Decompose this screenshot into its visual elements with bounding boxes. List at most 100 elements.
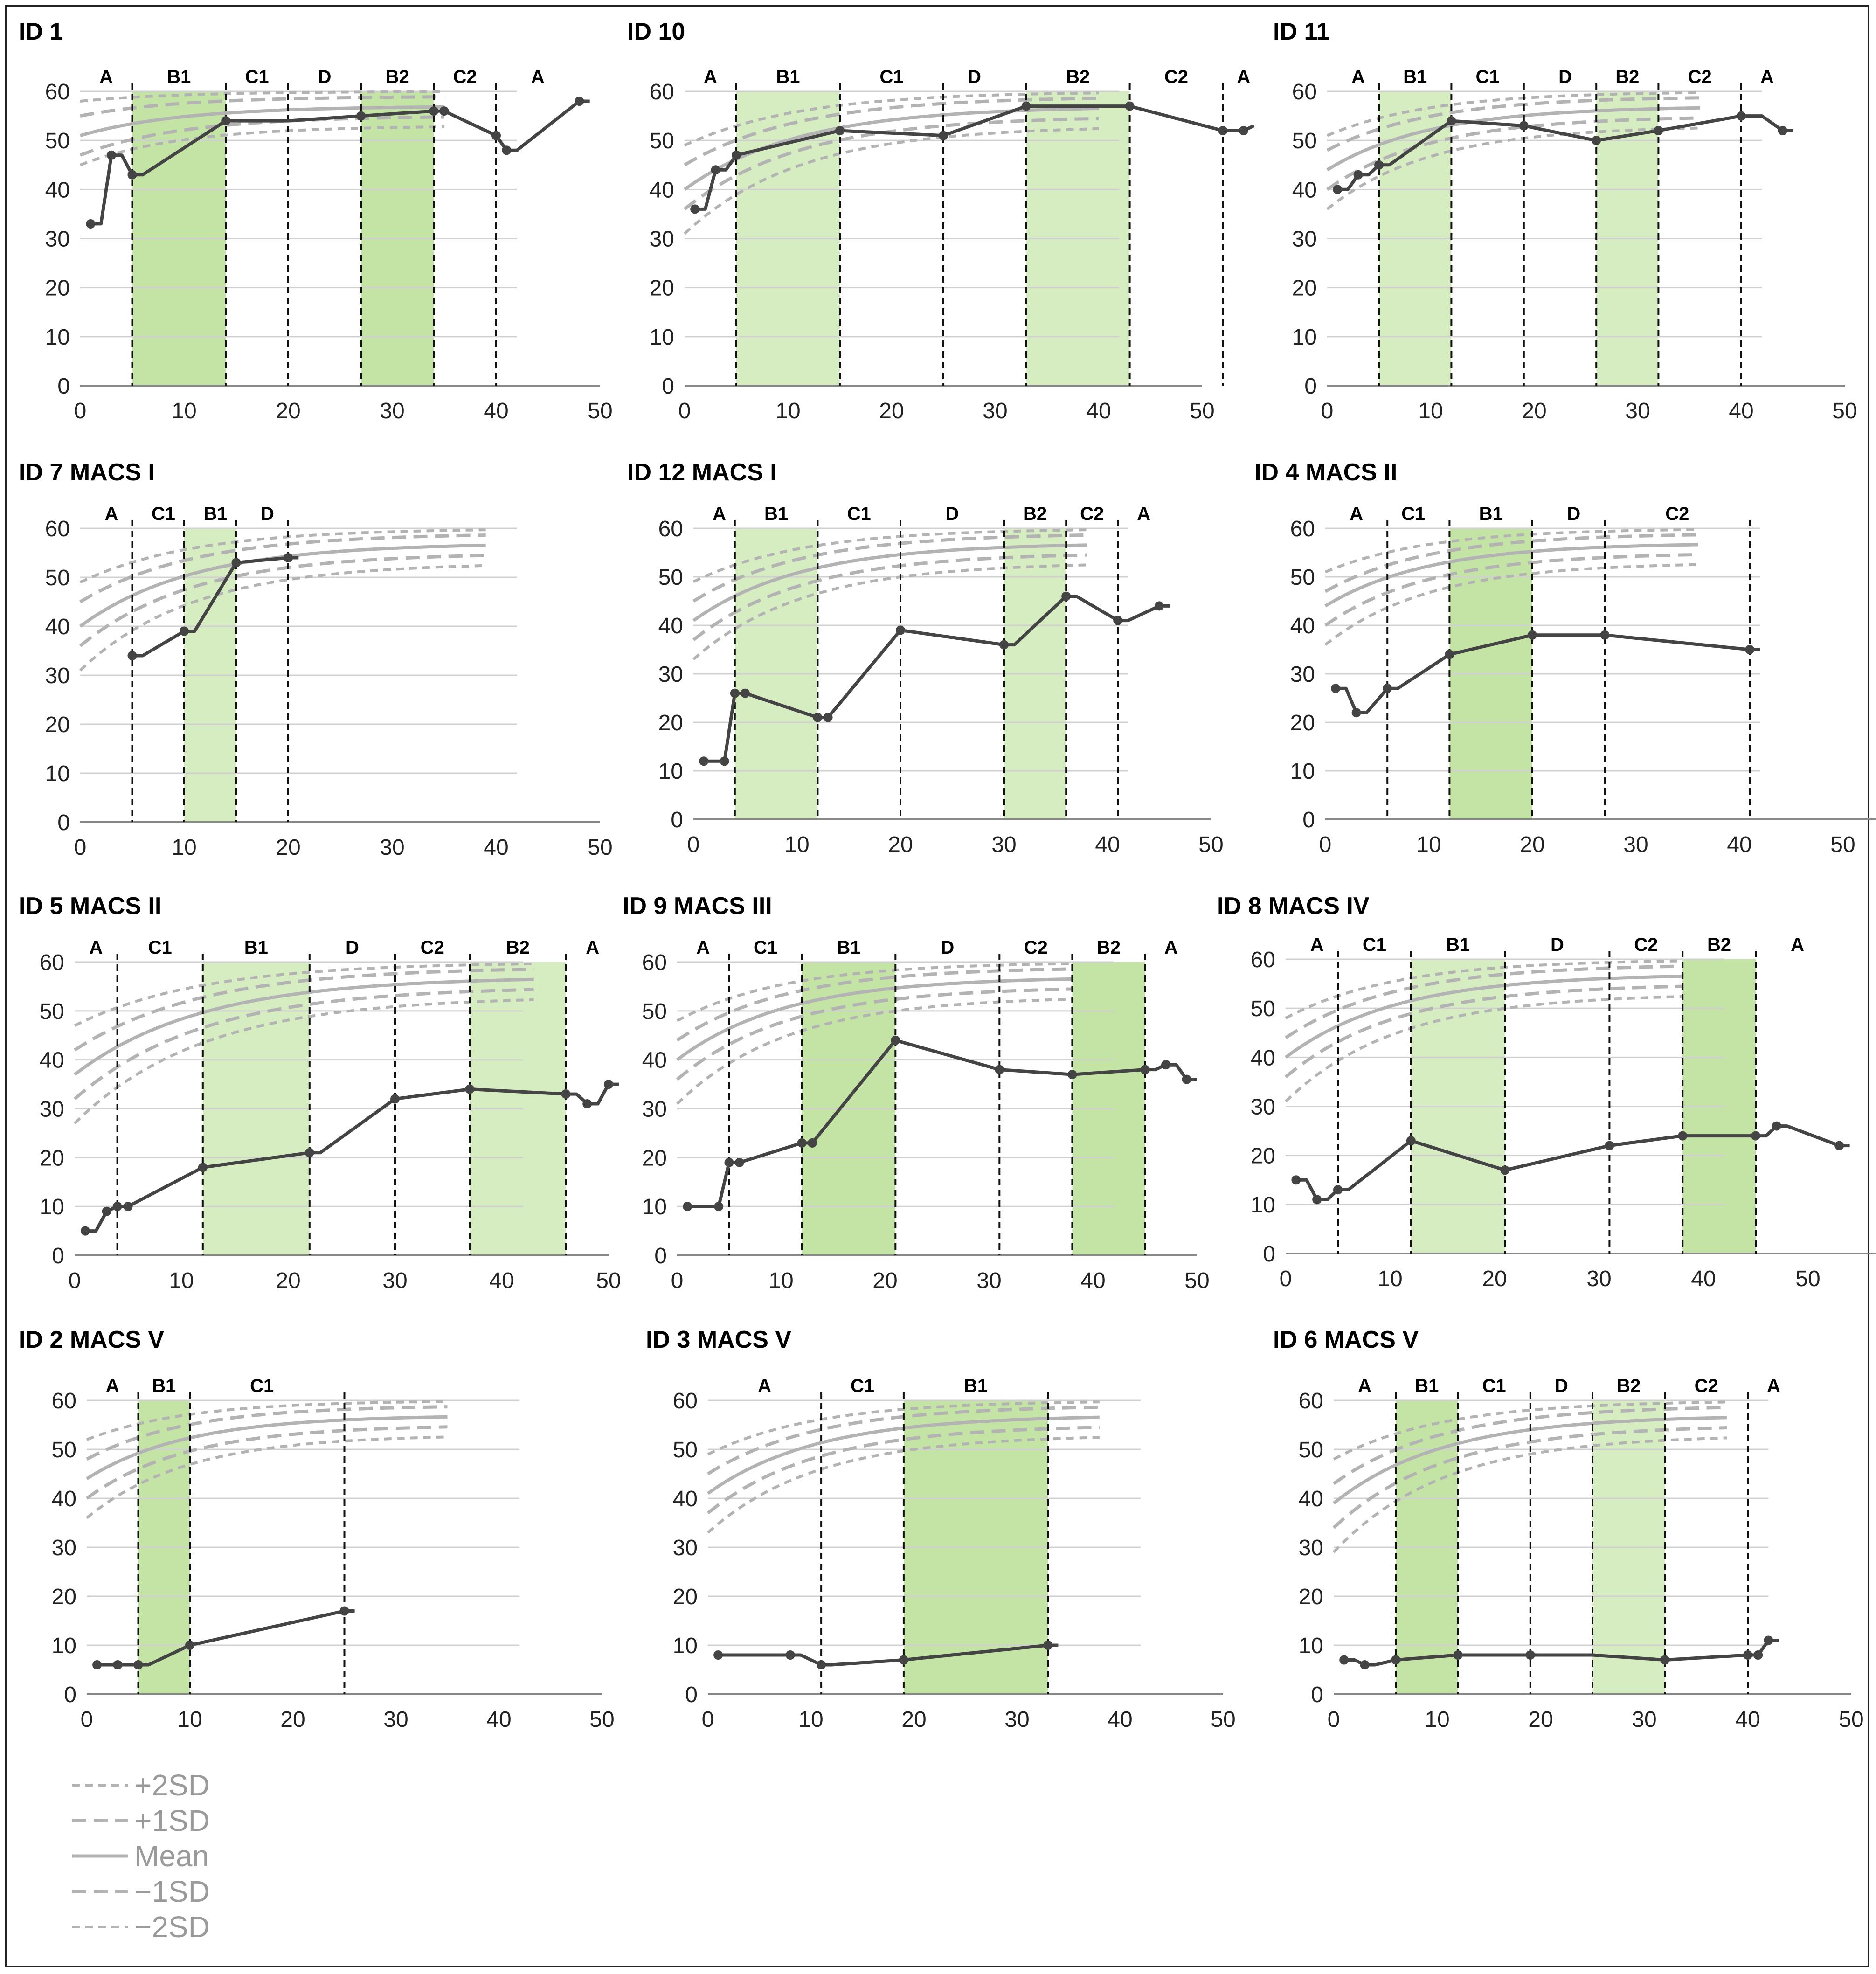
- phase-label: D: [968, 67, 981, 87]
- x-tick-label: 50: [1211, 1707, 1235, 1732]
- reference-curve-minus1sd: [85, 1425, 448, 1500]
- phase-label: B2: [1615, 67, 1639, 87]
- phase-label: C1: [1476, 67, 1500, 87]
- data-point: [221, 116, 231, 126]
- data-point: [185, 1641, 194, 1650]
- phase-label: C2: [1695, 1376, 1718, 1396]
- reference-curve-plus1sd: [1333, 1406, 1727, 1485]
- data-point: [724, 1157, 734, 1167]
- y-tick-label: 0: [1263, 1242, 1275, 1267]
- y-tick-label: 30: [52, 1536, 76, 1560]
- y-tick-label: 50: [1290, 565, 1315, 590]
- y-tick-label: 20: [1290, 711, 1315, 735]
- reference-curve-mean: [73, 977, 534, 1076]
- x-tick-label: 10: [768, 1268, 793, 1293]
- y-tick-label: 10: [673, 1634, 698, 1658]
- y-tick-label: 0: [1302, 808, 1315, 832]
- chart-title: ID 6 MACS V: [1273, 1326, 1419, 1353]
- reference-curve-plus1sd: [79, 533, 486, 603]
- y-tick-label: 30: [1292, 227, 1317, 252]
- y-tick-label: 10: [1251, 1193, 1275, 1218]
- x-tick-label: 20: [1520, 832, 1544, 857]
- y-tick-label: 40: [650, 178, 674, 202]
- chart-panel-2: ID 10 0 10 20 30 40 50 60 0 10 20 30 40 50 A B1 C1 D B2 C2 A: [627, 18, 1255, 423]
- phase-label: C1: [879, 67, 903, 87]
- data-point: [797, 1138, 807, 1148]
- y-tick-label: 20: [1251, 1144, 1275, 1169]
- reference-curve-plus2sd: [1324, 528, 1698, 574]
- data-point: [1140, 1065, 1150, 1074]
- phase-label: B1: [1479, 504, 1503, 524]
- legend-item-minus1sd: −1SD: [70, 1874, 210, 1909]
- x-tick-label: 10: [177, 1707, 202, 1732]
- data-point: [817, 1660, 826, 1669]
- phase-label: A: [1767, 1376, 1780, 1396]
- phase-label: C1: [250, 1376, 274, 1396]
- x-tick-label: 50: [1184, 1268, 1209, 1293]
- y-tick-label: 60: [658, 517, 683, 541]
- data-point: [1528, 630, 1537, 640]
- chart-title: ID 3 MACS V: [646, 1326, 791, 1353]
- x-tick-label: 50: [588, 399, 612, 423]
- phase-label: B1: [837, 937, 860, 958]
- y-tick-label: 60: [45, 80, 70, 104]
- x-tick-label: 50: [1832, 399, 1857, 423]
- reference-curve-plus2sd: [74, 962, 534, 1027]
- reference-curve-plus2sd: [1326, 91, 1700, 137]
- data-point: [439, 106, 449, 116]
- phase-label: C2: [1024, 937, 1048, 958]
- chart-title: ID 1: [19, 18, 63, 45]
- y-tick-label: 30: [1290, 662, 1315, 687]
- y-tick-label: 40: [658, 614, 683, 638]
- series-line: [704, 595, 1170, 763]
- x-tick-label: 30: [1586, 1267, 1611, 1291]
- data-point: [1772, 1121, 1781, 1131]
- data-point: [1834, 1141, 1844, 1150]
- data-point: [1600, 630, 1610, 640]
- phase-label: B2: [1097, 937, 1121, 958]
- data-point: [1678, 1131, 1688, 1141]
- reference-curve-plus2sd: [86, 1400, 448, 1441]
- phase-label: B2: [506, 937, 530, 958]
- phase-label: C2: [1080, 504, 1104, 524]
- phase-label: B1: [764, 504, 788, 524]
- phase-label: B2: [1617, 1376, 1641, 1396]
- y-tick-label: 60: [40, 950, 64, 975]
- data-point: [891, 1035, 900, 1045]
- data-point: [813, 713, 823, 722]
- y-tick-label: 0: [654, 1244, 667, 1268]
- data-point: [1764, 1635, 1773, 1645]
- x-tick-label: 20: [276, 835, 300, 860]
- data-point: [123, 1202, 133, 1212]
- data-point: [1654, 126, 1663, 136]
- y-tick-label: 60: [642, 950, 667, 975]
- y-tick-label: 40: [642, 1048, 667, 1073]
- data-point: [734, 1157, 744, 1167]
- y-tick-label: 30: [40, 1097, 64, 1122]
- x-tick-label: 0: [81, 1707, 93, 1732]
- y-tick-label: 10: [52, 1634, 76, 1658]
- x-tick-label: 50: [596, 1268, 621, 1293]
- phase-label: C1: [1401, 504, 1425, 524]
- data-point: [231, 558, 241, 568]
- reference-curve-plus2sd: [684, 91, 1099, 147]
- x-tick-label: 30: [976, 1268, 1001, 1293]
- data-point: [198, 1163, 208, 1172]
- phase-label: B1: [167, 67, 191, 87]
- data-point: [1067, 1070, 1077, 1080]
- y-tick-label: 0: [64, 1683, 76, 1707]
- reference-curve-minus2sd: [73, 998, 534, 1125]
- reference-curve-plus1sd: [1326, 96, 1700, 152]
- x-tick-label: 20: [1528, 1707, 1553, 1732]
- data-point: [714, 1202, 724, 1212]
- x-tick-label: 40: [1108, 1707, 1132, 1732]
- phase-label: A: [531, 67, 545, 87]
- reference-curve-minus1sd: [692, 553, 1087, 641]
- y-tick-label: 20: [52, 1585, 76, 1609]
- data-point: [1061, 591, 1071, 601]
- x-tick-label: 10: [1378, 1267, 1402, 1291]
- x-tick-label: 10: [1418, 399, 1443, 423]
- x-tick-label: 50: [589, 1707, 614, 1732]
- y-tick-label: 10: [1290, 759, 1315, 784]
- phase-label: C2: [1634, 935, 1658, 955]
